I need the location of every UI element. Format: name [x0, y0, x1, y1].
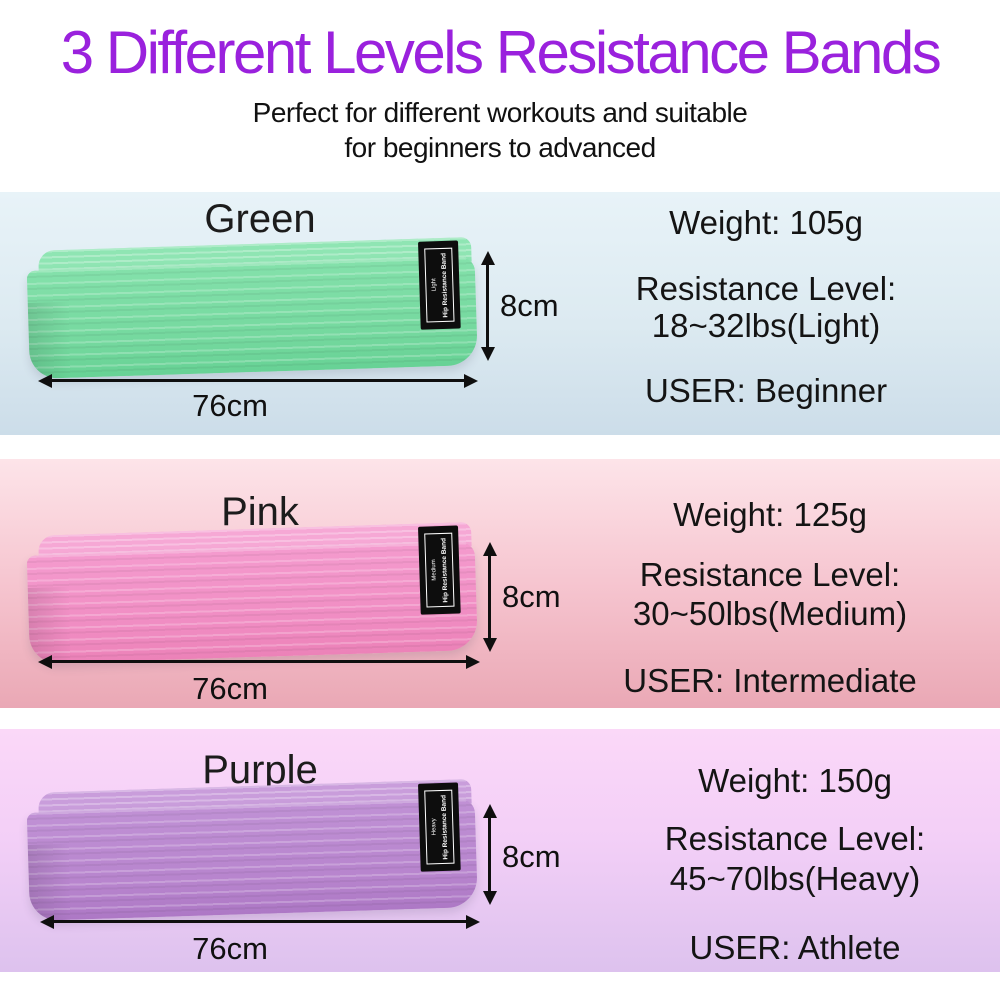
page-subtitle-line-2: for beginners to advanced: [344, 132, 656, 163]
spec-user: USER: Athlete: [689, 929, 901, 966]
band-tag-level: Light: [430, 278, 438, 292]
height-arrow: [488, 556, 491, 638]
spec-resistance-value: 30~50lbs(Medium): [632, 595, 908, 632]
spec-column-pink: Weight: 125g Resistance Level: 30~50lbs(…: [590, 459, 950, 708]
spec-resistance-value: 18~32lbs(Light): [651, 307, 881, 344]
band-tag-brand: Hip Resistance Band: [439, 537, 449, 603]
section-pink: Pink Medium Hip Resistance Band 8cm 76cm…: [0, 459, 1000, 708]
band-tag-brand: Hip Resistance Band: [439, 794, 449, 860]
width-arrow: [54, 920, 466, 923]
width-dimension-label: 76cm: [192, 931, 268, 966]
page-subtitle-line-1: Perfect for different workouts and suita…: [252, 97, 748, 128]
band-tag-level: Medium: [430, 559, 438, 582]
band-front-face: [26, 541, 478, 665]
height-dimension-label: 8cm: [502, 579, 561, 614]
spec-user: USER: Beginner: [644, 372, 888, 409]
resistance-band-pink: Medium Hip Resistance Band: [26, 522, 478, 665]
spec-resistance-label: Resistance Level:: [635, 270, 897, 307]
section-green: Green Light Hip Resistance Band 8cm 76cm…: [0, 192, 1000, 435]
band-label-frame: Light Hip Resistance Band: [424, 247, 455, 323]
band-name-pink: Pink: [221, 490, 299, 534]
width-dimension-label: 76cm: [192, 388, 268, 423]
spec-column-green: Weight: 105g Resistance Level: 18~32lbs(…: [586, 192, 946, 435]
height-arrow: [486, 265, 489, 347]
spec-resistance-value: 45~70lbs(Heavy): [669, 860, 921, 897]
band-tag-level: Heavy: [430, 818, 438, 836]
section-purple: Purple Heavy Hip Resistance Band 8cm 76c…: [0, 729, 1000, 972]
resistance-band-purple: Heavy Hip Resistance Band: [26, 779, 478, 922]
band-name-green: Green: [204, 197, 316, 241]
band-label-frame: Medium Hip Resistance Band: [424, 532, 455, 608]
band-front-face: [26, 256, 478, 380]
band-tag-brand: Hip Resistance Band: [439, 252, 449, 318]
width-arrow: [52, 379, 464, 382]
band-label-tag: Light Hip Resistance Band: [418, 240, 461, 330]
spec-weight: Weight: 150g: [698, 762, 892, 799]
height-dimension-label: 8cm: [500, 288, 559, 323]
page-title: 3 Different Levels Resistance Bands: [60, 19, 942, 86]
resistance-band-green: Light Hip Resistance Band: [26, 237, 478, 380]
spec-resistance-label: Resistance Level:: [664, 820, 926, 857]
spec-column-purple: Weight: 150g Resistance Level: 45~70lbs(…: [615, 729, 975, 972]
width-arrow: [52, 660, 466, 663]
band-front-face: [26, 798, 478, 922]
spec-resistance-label: Resistance Level:: [639, 556, 901, 593]
spec-weight: Weight: 125g: [673, 496, 867, 533]
band-label-tag: Medium Hip Resistance Band: [418, 525, 461, 615]
height-arrow: [488, 818, 491, 891]
band-label-tag: Heavy Hip Resistance Band: [418, 782, 461, 872]
spec-weight: Weight: 105g: [669, 204, 863, 241]
spec-user: USER: Intermediate: [623, 662, 917, 699]
band-label-frame: Heavy Hip Resistance Band: [424, 789, 455, 865]
height-dimension-label: 8cm: [502, 839, 561, 874]
width-dimension-label: 76cm: [192, 671, 268, 706]
